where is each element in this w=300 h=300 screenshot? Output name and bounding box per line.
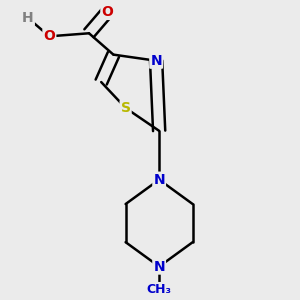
Text: CH₃: CH₃ (147, 283, 172, 296)
Text: O: O (44, 29, 55, 43)
Text: N: N (153, 260, 165, 274)
Text: S: S (121, 101, 130, 115)
Text: N: N (150, 54, 162, 68)
Text: H: H (22, 11, 34, 25)
Text: O: O (101, 5, 113, 19)
Text: N: N (153, 173, 165, 187)
